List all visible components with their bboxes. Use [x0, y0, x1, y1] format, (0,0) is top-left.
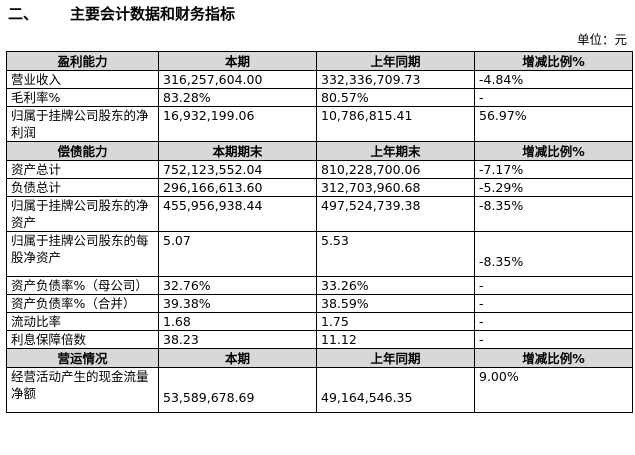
profit-header-category: 盈利能力	[6, 51, 159, 71]
table-row: 流动比率 1.68 1.75 -	[6, 312, 633, 331]
change-value: -	[474, 312, 633, 331]
change-value: -8.35%	[474, 196, 633, 232]
profit-header-current: 本期	[158, 51, 317, 71]
prior-value: 497,524,739.38	[316, 196, 475, 232]
profit-header-row: 盈利能力 本期 上年同期 增减比例%	[6, 51, 633, 71]
row-label: 资产负债率%（合并）	[6, 294, 159, 313]
change-value: -4.84%	[474, 70, 633, 89]
prior-value: 810,228,700.06	[316, 160, 475, 179]
prior-value: 38.59%	[316, 294, 475, 313]
change-value: -	[474, 276, 633, 295]
current-value: 32.76%	[158, 276, 317, 295]
solvency-header-prior: 上年期末	[316, 141, 475, 161]
row-label: 资产总计	[6, 160, 159, 179]
prior-value: 11.12	[316, 330, 475, 349]
change-value: 56.97%	[474, 106, 633, 142]
current-value: 39.38%	[158, 294, 317, 313]
row-label: 归属于挂牌公司股东的净资产	[6, 196, 159, 232]
row-label: 经营活动产生的现金流量净额	[6, 367, 159, 413]
prior-value: 33.26%	[316, 276, 475, 295]
unit-label: 单位：元	[576, 32, 627, 47]
operation-header-prior: 上年同期	[316, 348, 475, 368]
financial-data-table: 盈利能力 本期 上年同期 增减比例% 营业收入 316,257,604.00 3…	[6, 51, 633, 413]
profit-header-prior: 上年同期	[316, 51, 475, 71]
section-heading: 二、 主要会计数据和财务指标	[8, 2, 235, 26]
current-value: 316,257,604.00	[158, 70, 317, 89]
prior-value: 49,164,546.35	[316, 367, 475, 413]
operation-header-change: 增减比例%	[474, 348, 633, 368]
change-value: -5.29%	[474, 178, 633, 197]
operation-header-category: 营运情况	[6, 348, 159, 368]
solvency-header-current: 本期期末	[158, 141, 317, 161]
prior-value: 312,703,960.68	[316, 178, 475, 197]
change-value: -8.35%	[474, 231, 633, 277]
table-row: 营业收入 316,257,604.00 332,336,709.73 -4.84…	[6, 70, 633, 89]
current-value: 16,932,199.06	[158, 106, 317, 142]
change-value: -	[474, 294, 633, 313]
row-label: 流动比率	[6, 312, 159, 331]
row-label: 营业收入	[6, 70, 159, 89]
current-value: 5.07	[158, 231, 317, 277]
prior-value: 332,336,709.73	[316, 70, 475, 89]
solvency-header-row: 偿债能力 本期期末 上年期末 增减比例%	[6, 141, 633, 161]
change-value: 9.00%	[474, 367, 633, 413]
prior-value: 10,786,815.41	[316, 106, 475, 142]
section-title: 主要会计数据和财务指标	[70, 5, 236, 23]
table-row: 归属于挂牌公司股东的净利润 16,932,199.06 10,786,815.4…	[6, 106, 633, 142]
current-value: 296,166,613.60	[158, 178, 317, 197]
table-row: 经营活动产生的现金流量净额 53,589,678.69 49,164,546.3…	[6, 367, 633, 413]
change-value: -	[474, 330, 633, 349]
table-row: 利息保障倍数 38.23 11.12 -	[6, 330, 633, 349]
row-label: 负债总计	[6, 178, 159, 197]
section-number: 二、	[8, 5, 39, 23]
row-label: 归属于挂牌公司股东的每股净资产	[6, 231, 159, 277]
current-value: 1.68	[158, 312, 317, 331]
solvency-header-category: 偿债能力	[6, 141, 159, 161]
table-row: 负债总计 296,166,613.60 312,703,960.68 -5.29…	[6, 178, 633, 197]
current-value: 752,123,552.04	[158, 160, 317, 179]
row-label: 毛利率%	[6, 88, 159, 107]
row-label: 资产负债率%（母公司）	[6, 276, 159, 295]
operation-header-current: 本期	[158, 348, 317, 368]
current-value: 38.23	[158, 330, 317, 349]
table-row: 毛利率% 83.28% 80.57% -	[6, 88, 633, 107]
prior-value: 5.53	[316, 231, 475, 277]
change-value: -	[474, 88, 633, 107]
prior-value: 80.57%	[316, 88, 475, 107]
profit-header-change: 增减比例%	[474, 51, 633, 71]
table-row: 资产总计 752,123,552.04 810,228,700.06 -7.17…	[6, 160, 633, 179]
solvency-header-change: 增减比例%	[474, 141, 633, 161]
table-row: 归属于挂牌公司股东的净资产 455,956,938.44 497,524,739…	[6, 196, 633, 232]
table-row: 归属于挂牌公司股东的每股净资产 5.07 5.53 -8.35%	[6, 231, 633, 277]
table-row: 资产负债率%（母公司） 32.76% 33.26% -	[6, 276, 633, 295]
operation-header-row: 营运情况 本期 上年同期 增减比例%	[6, 348, 633, 368]
prior-value: 1.75	[316, 312, 475, 331]
current-value: 455,956,938.44	[158, 196, 317, 232]
current-value: 53,589,678.69	[158, 367, 317, 413]
row-label: 利息保障倍数	[6, 330, 159, 349]
change-value: -7.17%	[474, 160, 633, 179]
row-label: 归属于挂牌公司股东的净利润	[6, 106, 159, 142]
table-row: 资产负债率%（合并） 39.38% 38.59% -	[6, 294, 633, 313]
current-value: 83.28%	[158, 88, 317, 107]
